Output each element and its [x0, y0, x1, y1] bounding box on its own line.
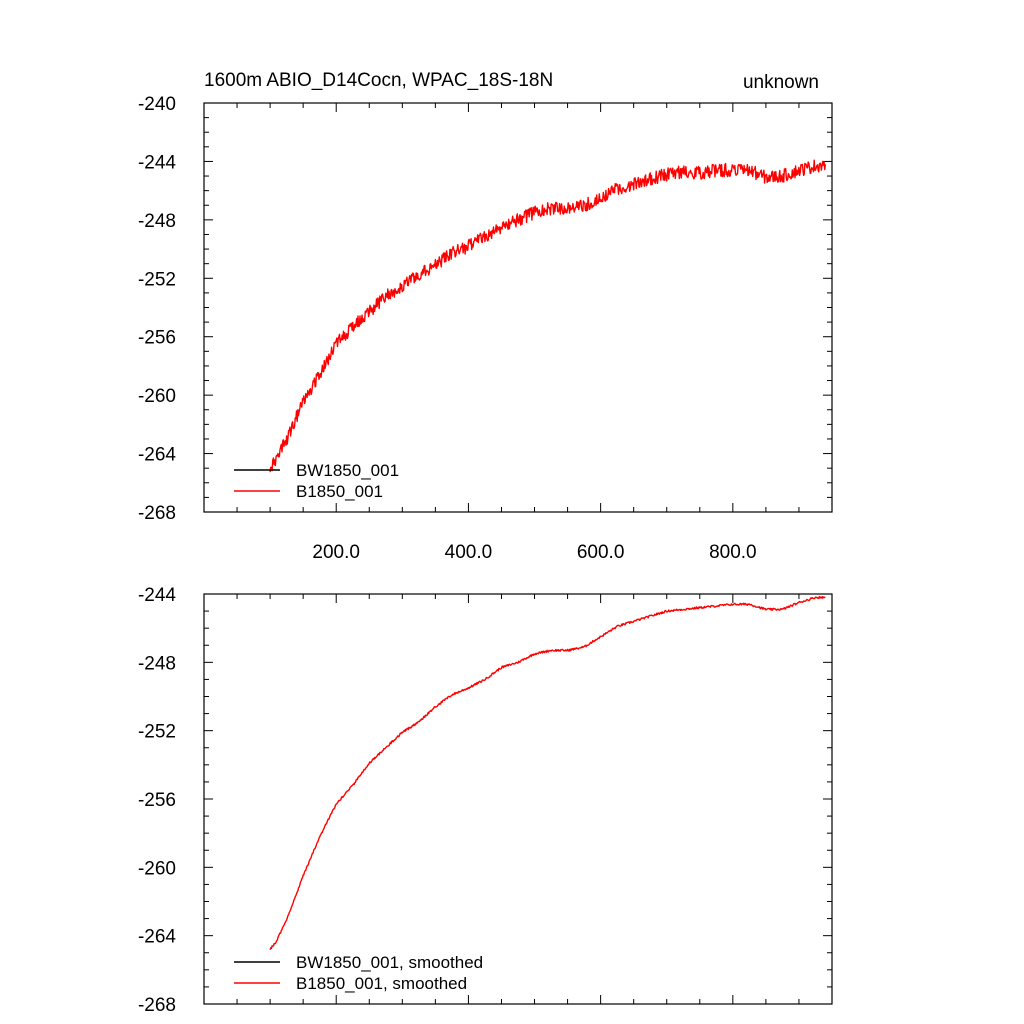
y-tick-label: -252 — [138, 722, 176, 743]
y-tick-label: -256 — [138, 790, 176, 811]
plot-frame — [203, 593, 833, 1005]
legend-label: B1850_001 — [296, 482, 383, 501]
legend-label: B1850_001, smoothed — [296, 974, 467, 993]
chart-subtitle: unknown — [743, 72, 819, 93]
bottom-panel: -244 -248 -252 -256 -260 -264 -268 BW1850_001, … — [138, 585, 833, 1016]
y-tick-label: -240 — [138, 94, 176, 115]
plot-frame — [203, 102, 833, 513]
series-line — [269, 595, 826, 951]
y-tick-label: -260 — [138, 386, 176, 407]
chart-title: 1600m ABIO_D14Cocn, WPAC_18S-18N — [204, 70, 553, 91]
y-tick-label: -252 — [138, 269, 176, 290]
x-tick-label: 400.0 — [445, 542, 493, 563]
y-tick-label: -248 — [138, 653, 176, 674]
legend-label: BW1850_001, smoothed — [296, 953, 483, 972]
y-tick-label: -264 — [138, 445, 176, 466]
x-tick-label: 200.0 — [312, 542, 360, 563]
y-tick-label: -256 — [138, 328, 176, 349]
y-tick-label: -244 — [138, 152, 176, 173]
legend-label: BW1850_001 — [296, 461, 399, 480]
x-tick-label: 800.0 — [709, 542, 757, 563]
y-tick-label: -260 — [138, 858, 176, 879]
y-tick-label: -248 — [138, 211, 176, 232]
y-tick-label: -268 — [138, 995, 176, 1016]
y-tick-label: -244 — [138, 585, 176, 606]
x-tick-label: 600.0 — [577, 542, 625, 563]
y-tick-label: -268 — [138, 503, 176, 524]
series-line — [269, 159, 827, 473]
y-tick-label: -264 — [138, 927, 176, 948]
top-panel: -240 -244 -248 -252 -256 -260 -264 -268 200.0 400… — [138, 94, 833, 563]
